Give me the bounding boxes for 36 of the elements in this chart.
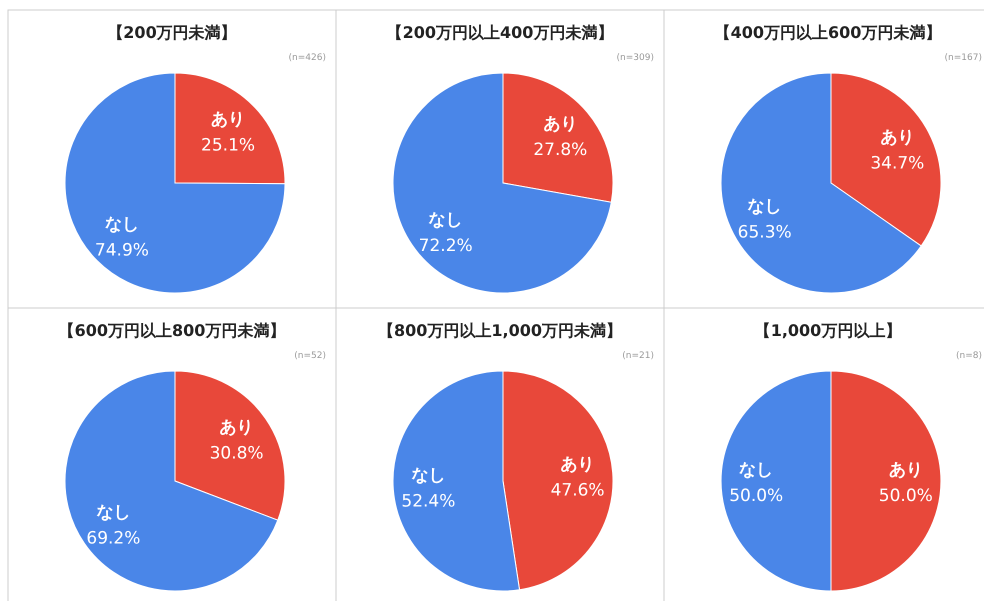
slice-label: なし <box>748 196 782 217</box>
data-label: 50.0% <box>878 486 933 506</box>
text: (n=21) <box>622 351 654 361</box>
data-label: 65.3% <box>738 222 792 243</box>
chart-title: 【200万円以上400万円未満】 <box>386 23 614 42</box>
data-label: 69.2% <box>86 528 140 548</box>
slice-label: あり <box>560 454 595 474</box>
slice-label: あり <box>888 460 923 480</box>
slice-label: なし <box>428 210 463 230</box>
data-label: 27.8% <box>533 140 588 160</box>
data-label: 47.6% <box>550 480 605 500</box>
slice-label: なし <box>96 502 130 522</box>
data-label: 30.8% <box>210 444 264 464</box>
slice-label: あり <box>543 114 578 134</box>
text: (n=8) <box>956 351 982 361</box>
chart-title: 【400万円以上600万円未満】 <box>714 23 942 42</box>
slice-label: あり <box>211 109 246 130</box>
data-label: 74.9% <box>94 240 149 261</box>
data-label: 50.0% <box>729 486 784 506</box>
data-label: 25.1% <box>201 135 256 156</box>
text: (n=167) <box>944 53 982 63</box>
data-label: 34.7% <box>870 153 924 174</box>
data-label: 52.4% <box>401 492 456 512</box>
chart-title: 【200万円未満】 <box>107 23 237 42</box>
text: (n=52) <box>294 351 326 361</box>
chart-title: 【1,000万円以上】 <box>754 321 902 340</box>
slice-label: あり <box>220 418 254 438</box>
slice-label: なし <box>104 214 139 235</box>
slice-label: なし <box>739 460 774 480</box>
chart-title: 【800万円以上1,000万円未満】 <box>378 321 622 340</box>
chart-title: 【600万円以上800万円未満】 <box>58 321 286 340</box>
text: (n=426) <box>288 53 326 63</box>
text: (n=309) <box>616 53 654 63</box>
data-label: 72.2% <box>418 236 473 256</box>
slice-label: あり <box>880 127 914 148</box>
slice-label: なし <box>411 466 446 486</box>
